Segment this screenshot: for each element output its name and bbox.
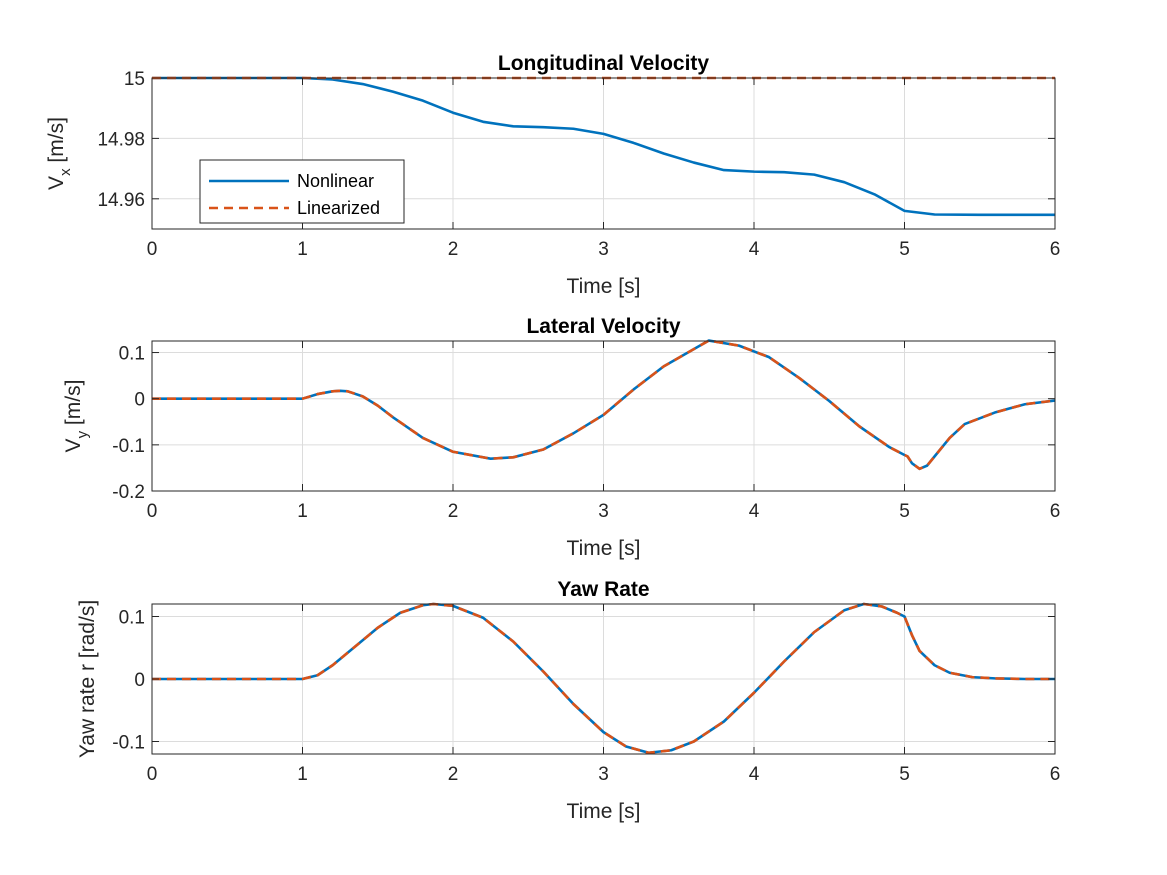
y-axis-label: Vx [m/s] [45, 117, 74, 190]
x-axis-label: Time [s] [567, 275, 641, 298]
legend-label-linearized: Linearized [297, 198, 380, 218]
y-tick-label: -0.2 [112, 482, 145, 503]
x-tick-label: 1 [297, 501, 308, 522]
x-tick-label: 3 [598, 501, 609, 522]
y-tick-label: 0.1 [119, 608, 145, 629]
x-tick-label: 2 [448, 764, 459, 785]
x-tick-label: 3 [598, 764, 609, 785]
chart-title: Longitudinal Velocity [498, 52, 710, 75]
chart-title: Yaw Rate [557, 578, 649, 601]
x-tick-label: 2 [448, 239, 459, 260]
x-tick-label: 4 [749, 764, 760, 785]
legend-box [199, 159, 405, 224]
series-line-nonlinear [152, 76, 1055, 217]
x-tick-label: 1 [297, 239, 308, 260]
legend-label-nonlinear: Nonlinear [297, 171, 374, 191]
x-tick-label: 0 [147, 239, 158, 260]
x-tick-label: 1 [297, 764, 308, 785]
legend: Nonlinear Linearized [199, 159, 405, 224]
x-tick-label: 5 [899, 239, 910, 260]
series-line-linearized [152, 339, 1055, 471]
x-tick-label: 2 [448, 501, 459, 522]
y-tick-label: 14.96 [97, 190, 145, 211]
y-tick-label: 0 [134, 390, 145, 411]
y-tick-label: 14.98 [97, 129, 145, 150]
x-tick-label: 6 [1050, 239, 1061, 260]
y-tick-label: 15 [124, 69, 145, 90]
x-tick-label: 4 [749, 501, 760, 522]
y-tick-label: -0.1 [112, 733, 145, 754]
x-axis-label: Time [s] [567, 537, 641, 560]
y-axis-label: Yaw rate r [rad/s] [76, 600, 99, 758]
series-line-linearized [152, 602, 1055, 755]
x-tick-label: 6 [1050, 764, 1061, 785]
x-tick-label: 0 [147, 501, 158, 522]
x-tick-label: 0 [147, 764, 158, 785]
x-tick-label: 3 [598, 239, 609, 260]
x-tick-label: 4 [749, 239, 760, 260]
x-axis-label: Time [s] [567, 800, 641, 823]
chart-title: Lateral Velocity [526, 315, 680, 338]
panel-2: 0 1 2 3 4 5 6 -0.2 -0.1 0 0.1 Lateral Velocity Time … [62, 315, 1060, 560]
y-tick-label: 0 [134, 670, 145, 691]
y-axis-label: Vy [m/s] [62, 380, 91, 453]
y-tick-label: -0.1 [112, 436, 145, 457]
x-tick-label: 5 [899, 764, 910, 785]
panel-1: 0 1 2 3 4 5 6 14.96 14.98 15 Longitudinal Velocity… [45, 52, 1060, 298]
x-tick-label: 6 [1050, 501, 1061, 522]
y-tick-label: 0.1 [119, 344, 145, 365]
x-tick-label: 5 [899, 501, 910, 522]
